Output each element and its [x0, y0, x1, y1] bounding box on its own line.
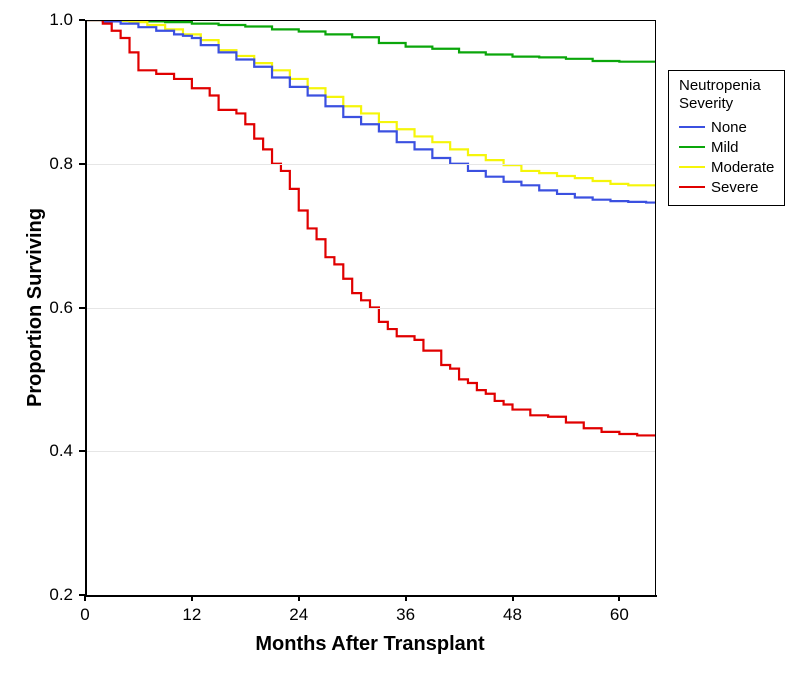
legend-label: Mild: [711, 139, 739, 156]
legend-item: Mild: [679, 137, 774, 157]
km-survival-chart: 012243648600.20.40.60.81.0 Proportion Su…: [0, 0, 800, 690]
x-tick: [405, 595, 407, 601]
x-tick: [618, 595, 620, 601]
axis-line: [85, 20, 655, 21]
y-tick: [79, 594, 85, 596]
x-tick: [191, 595, 193, 601]
x-tick: [298, 595, 300, 601]
legend-label: None: [711, 119, 747, 136]
legend-item: Severe: [679, 177, 774, 197]
x-tick-label: 36: [396, 605, 415, 625]
legend-swatch: [679, 126, 705, 128]
legend-label: Moderate: [711, 159, 774, 176]
series-severe: [85, 20, 655, 435]
legend-swatch: [679, 166, 705, 168]
y-tick: [79, 307, 85, 309]
series-mild: [85, 20, 655, 62]
legend-swatch: [679, 186, 705, 188]
x-tick-label: 0: [80, 605, 89, 625]
x-axis-title: Months After Transplant: [85, 633, 655, 656]
legend-title-line1: Neutropenia: [679, 77, 761, 94]
legend-item: None: [679, 117, 774, 137]
legend-label: Severe: [711, 179, 759, 196]
legend-swatch: [679, 146, 705, 148]
y-axis-title: Proportion Surviving: [24, 20, 47, 595]
y-tick: [79, 163, 85, 165]
legend-item: Moderate: [679, 157, 774, 177]
legend: Neutropenia Severity None Mild Moderate Sev…: [668, 70, 785, 206]
legend-title-line2: Severity: [679, 95, 733, 112]
x-tick-label: 60: [610, 605, 629, 625]
x-tick: [512, 595, 514, 601]
legend-items: None Mild Moderate Severe: [679, 117, 774, 197]
legend-title: Neutropenia Severity: [679, 77, 774, 113]
gridline: [85, 451, 655, 452]
x-tick-label: 48: [503, 605, 522, 625]
axis-line: [655, 20, 656, 595]
x-tick-label: 24: [289, 605, 308, 625]
y-tick: [79, 19, 85, 21]
x-tick-label: 12: [182, 605, 201, 625]
gridline: [85, 164, 655, 165]
axis-line: [85, 595, 657, 597]
y-tick: [79, 450, 85, 452]
axis-line: [85, 20, 87, 597]
gridline: [85, 308, 655, 309]
series-moderate: [85, 20, 655, 185]
